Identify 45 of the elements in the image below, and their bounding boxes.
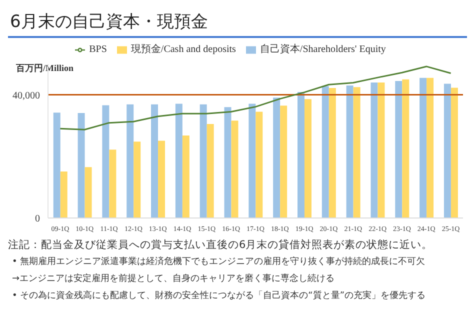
bar — [84, 167, 92, 218]
y-tick-label: 40,000 — [12, 90, 40, 102]
bar — [322, 86, 329, 218]
bar — [78, 112, 85, 218]
bar — [444, 84, 451, 218]
legend-label: BPS — [89, 44, 107, 55]
y-tick-label: 0 — [35, 214, 40, 225]
bar — [224, 107, 232, 218]
bar — [200, 104, 207, 218]
legend-label: 自己資本/Shareholders' Equity — [260, 44, 386, 55]
bar — [378, 82, 385, 218]
bar — [109, 150, 116, 218]
text: 注記：配当金及び従業員への賞与支払い直後の6月末の貸借対照表が素の状態に近い。 — [8, 238, 434, 253]
text: • 無期雇用エンジニア派遣事業は経済危機下でもエンジニアの雇用を守り抜く事が持続的成長に不可欠 — [11, 256, 426, 269]
y-axis-title: 百万円/Million — [16, 62, 74, 75]
bar — [256, 112, 263, 218]
bar — [60, 171, 68, 218]
chart-title: 6月末の自己資本・現預金 — [8, 8, 467, 38]
bar — [273, 98, 280, 218]
bar — [328, 88, 336, 218]
bar — [102, 105, 110, 218]
bar — [182, 135, 190, 218]
bar — [297, 92, 304, 218]
bar — [370, 82, 378, 218]
bar — [426, 78, 434, 218]
bar — [134, 142, 141, 218]
bar — [206, 124, 214, 218]
bar — [175, 104, 182, 218]
bar — [450, 88, 458, 218]
bar — [420, 78, 427, 218]
bar — [158, 140, 166, 218]
bar — [304, 99, 312, 218]
bar — [346, 86, 354, 218]
bar — [231, 120, 238, 218]
bar — [53, 112, 60, 218]
bar — [126, 104, 134, 218]
text: →エンジニアは安定雇用を前提として、自身のキャリアを磨く事に専念し続ける — [11, 272, 336, 286]
legend-label: 現預金/Cash and deposits — [130, 44, 236, 55]
bar — [151, 104, 158, 218]
bar — [402, 79, 410, 218]
bar — [395, 80, 402, 218]
bar — [248, 104, 256, 218]
bar — [353, 87, 360, 218]
bar — [280, 106, 288, 218]
text: • その為に資金残高にも配慮して、財務の安全性につながる「自己資本の“質と量”の充実」を優先する — [11, 290, 426, 303]
